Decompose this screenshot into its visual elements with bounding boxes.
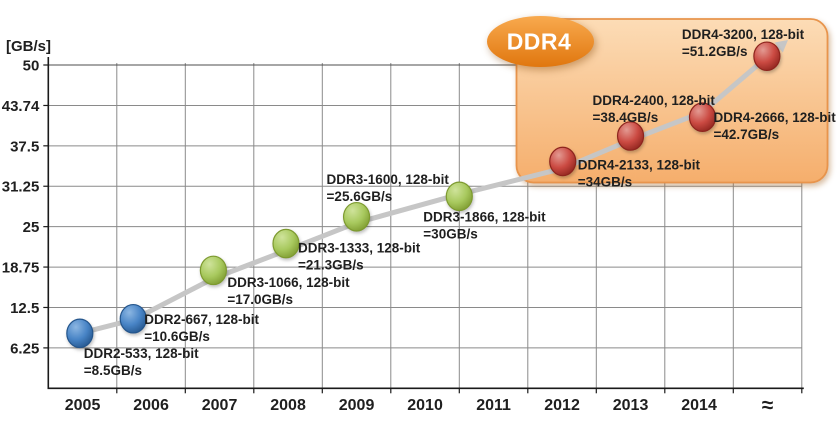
annotation-title: DDR3-1600, 128-bit	[327, 172, 450, 187]
y-tick-label: 50	[23, 58, 40, 75]
y-tick-label: 31.25	[2, 179, 40, 196]
annotation-title: DDR4-2666, 128-bit	[713, 110, 836, 125]
annotation-value: =30GB/s	[423, 226, 477, 241]
y-tick-label: 6.25	[10, 340, 39, 357]
y-tick-label: 43.74	[2, 98, 40, 115]
x-tick-label: 2006	[133, 397, 169, 414]
data-point-ddr4-2666	[688, 102, 717, 133]
annotation-title: DDR2-667, 128-bit	[144, 312, 259, 327]
annotation-title: DDR2-533, 128-bit	[84, 346, 199, 361]
y-axis-unit-label: [GB/s]	[6, 38, 51, 55]
annotation-ddr4-3200: DDR4-3200, 128-bit =51.2GB/s	[682, 27, 805, 59]
annotation-value: =10.6GB/s	[144, 329, 210, 344]
annotation-ddr2-533: DDR2-533, 128-bit =8.5GB/s	[84, 346, 199, 378]
data-point-ddr3-1066	[199, 255, 227, 286]
annotation-value: =8.5GB/s	[84, 363, 142, 378]
annotation-value: =34GB/s	[578, 174, 632, 189]
x-tick-label: 2014	[681, 397, 717, 414]
annotation-ddr3-1066: DDR3-1066, 128-bit =17.0GB/s	[227, 275, 350, 307]
x-tick-label: 2011	[476, 397, 511, 414]
annotation-ddr3-1333: DDR3-1333, 128-bit =21.3GB/s	[298, 241, 421, 273]
x-tick-label: 2007	[202, 397, 238, 414]
data-point-ddr3-1600	[342, 201, 371, 232]
annotation-ddr4-2666: DDR4-2666, 128-bit =42.7GB/s	[713, 110, 836, 142]
annotation-ddr4-2133: DDR4-2133, 128-bit =34GB/s	[578, 157, 701, 189]
annotation-ddr4-2400: DDR4-2400, 128-bit =38.4GB/s	[593, 93, 716, 125]
x-tick-label: 2008	[270, 397, 306, 414]
x-tick-label: 2005	[65, 397, 101, 414]
annotation-title: DDR3-1066, 128-bit	[227, 275, 350, 290]
annotation-ddr3-1600: DDR3-1600, 128-bit =25.6GB/s	[327, 172, 450, 204]
y-tick-label: 25	[23, 219, 40, 236]
trend-arrowhead	[774, 40, 788, 53]
annotation-ddr3-1866: DDR3-1866, 128-bit =30GB/s	[423, 209, 546, 241]
x-tick-label: 2013	[613, 397, 649, 414]
ddr4-badge-label: DDR4	[507, 29, 572, 55]
annotation-value: =25.6GB/s	[327, 189, 393, 204]
y-tick-label: 12.5	[10, 300, 39, 317]
x-tick-label: 2012	[544, 397, 580, 414]
annotation-value: =42.7GB/s	[713, 127, 779, 142]
annotation-title: DDR4-3200, 128-bit	[682, 27, 805, 42]
data-point-ddr4-2133	[549, 146, 577, 177]
axes	[43, 57, 804, 394]
annotation-ddr2-667: DDR2-667, 128-bit =10.6GB/s	[144, 312, 259, 344]
annotation-value: =21.3GB/s	[298, 258, 364, 273]
data-point-ddr3-1866	[445, 181, 473, 212]
annotation-value: =51.2GB/s	[682, 44, 748, 59]
data-point-ddr2-533	[66, 318, 94, 349]
data-point-ddr4-3200	[753, 41, 781, 72]
ddr4-highlight-box	[515, 18, 829, 184]
annotation-title: DDR3-1333, 128-bit	[298, 241, 421, 256]
annotation-value: =17.0GB/s	[227, 292, 293, 307]
annotation-title: DDR3-1866, 128-bit	[423, 209, 546, 224]
x-tick-label: 2010	[407, 397, 443, 414]
y-tick-label: 18.75	[2, 260, 40, 277]
data-point-ddr4-2400	[616, 121, 645, 151]
data-point-ddr3-1333	[272, 228, 300, 259]
annotation-title: DDR4-2133, 128-bit	[578, 157, 701, 172]
x-tick-label: 2009	[339, 397, 375, 414]
y-tick-label: 37.5	[10, 138, 39, 155]
annotation-title: DDR4-2400, 128-bit	[593, 93, 716, 108]
annotation-value: =38.4GB/s	[593, 110, 659, 125]
ddr4-badge	[487, 16, 594, 67]
x-tick-label: ≈	[762, 394, 774, 417]
data-point-ddr2-667	[119, 303, 147, 334]
